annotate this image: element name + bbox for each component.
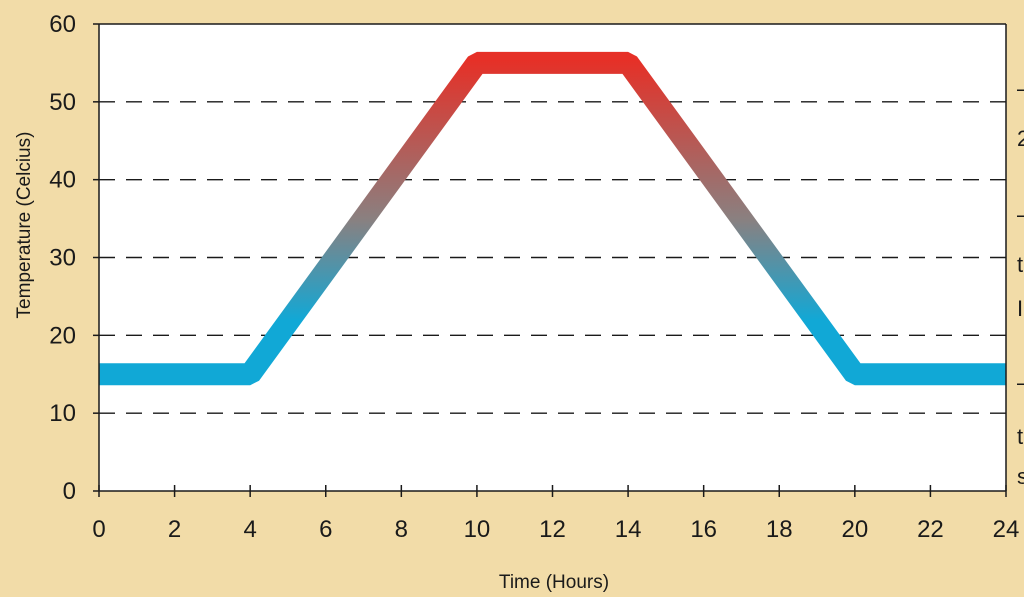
cutoff-text-1: 2 <box>1017 126 1024 151</box>
x-tick-label-2: 2 <box>168 516 181 543</box>
cutoff-text-6: t <box>1017 424 1023 449</box>
y-axis-title: Temperature (Celcius) <box>14 132 35 319</box>
cutoff-text-4: I <box>1017 296 1023 321</box>
cutoff-text-7: s <box>1017 464 1024 489</box>
x-tick-label-22: 22 <box>917 516 944 543</box>
cutoff-text-5: – <box>1017 370 1024 395</box>
x-axis-title: Time (Hours) <box>499 572 609 593</box>
x-tick-label-0: 0 <box>92 516 105 543</box>
y-tick-label-60: 60 <box>49 11 76 38</box>
x-tick-label-20: 20 <box>841 516 868 543</box>
series-line-0 <box>99 51 1006 386</box>
x-tick-label-4: 4 <box>243 516 256 543</box>
y-tick-label-0: 0 <box>63 478 76 505</box>
plot-area <box>99 24 1006 491</box>
x-tick-label-12: 12 <box>539 516 566 543</box>
x-tick-label-14: 14 <box>615 516 642 543</box>
x-tick-label-10: 10 <box>464 516 491 543</box>
cutoff-text: –2–tI–ts <box>1017 76 1024 489</box>
x-tick-label-6: 6 <box>319 516 332 543</box>
y-tick-label-50: 50 <box>49 89 76 116</box>
x-tick-label-24: 24 <box>993 516 1020 543</box>
x-tick-label-16: 16 <box>690 516 717 543</box>
x-tick-label-18: 18 <box>766 516 793 543</box>
cutoff-text-3: t <box>1017 252 1023 277</box>
cutoff-text-0: – <box>1017 76 1024 101</box>
y-tick-label-30: 30 <box>49 245 76 272</box>
y-tick-label-20: 20 <box>49 322 76 349</box>
y-tick-label-40: 40 <box>49 167 76 194</box>
cutoff-text-2: – <box>1017 202 1024 227</box>
x-tick-label-8: 8 <box>395 516 408 543</box>
series-layer <box>99 51 1006 386</box>
y-tick-label-10: 10 <box>49 400 76 427</box>
